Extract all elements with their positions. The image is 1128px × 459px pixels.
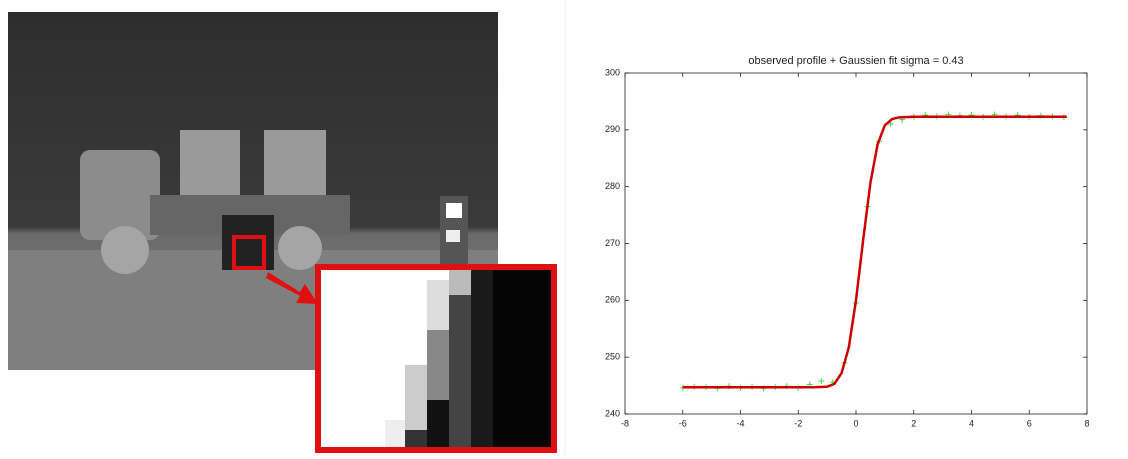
x-tick-label: -4 <box>736 418 744 428</box>
y-tick-label: 280 <box>605 181 620 191</box>
data-point <box>818 378 825 385</box>
x-tick-label: 8 <box>1084 418 1089 428</box>
x-tick-label: -6 <box>679 418 687 428</box>
plot-frame <box>624 72 1088 415</box>
zoom-inset <box>315 264 557 453</box>
y-tick-label: 270 <box>605 238 620 248</box>
y-tick-label: 260 <box>605 295 620 305</box>
x-tick-label: 0 <box>853 418 858 428</box>
y-tick-label: 290 <box>605 124 620 134</box>
data-point <box>887 121 894 128</box>
fit-line <box>682 115 1067 389</box>
x-tick-label: 6 <box>1027 418 1032 428</box>
x-tick-label: -8 <box>621 418 629 428</box>
y-tick-label: 240 <box>605 408 620 418</box>
x-tick-label: -2 <box>794 418 802 428</box>
chart-title: observed profile + Gaussien fit sigma = … <box>748 55 963 67</box>
x-tick-label: 2 <box>911 418 916 428</box>
y-tick-label: 300 <box>605 67 620 77</box>
y-tick-label: 250 <box>605 352 620 362</box>
x-tick-label: 4 <box>969 418 974 428</box>
